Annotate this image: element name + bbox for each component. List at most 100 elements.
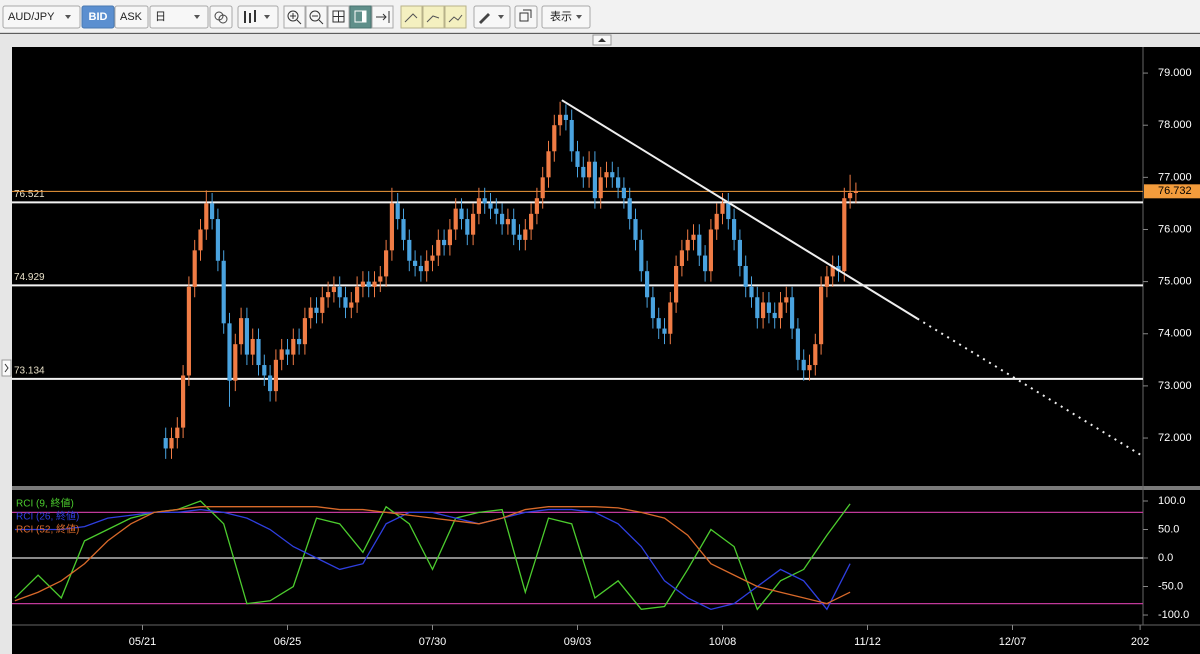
candle-body <box>766 302 771 313</box>
draw-tool[interactable] <box>444 5 467 29</box>
candle-body <box>210 203 215 220</box>
candle-body <box>790 297 795 329</box>
candle-body <box>430 255 435 261</box>
candle-body <box>192 250 197 287</box>
candle-body <box>842 198 847 272</box>
period-select[interactable] <box>149 5 209 29</box>
candle-body <box>291 338 296 355</box>
candle-body <box>262 365 267 376</box>
rci-line <box>14 506 851 605</box>
legend-entry: RCI (9, 終値) <box>16 497 74 510</box>
candle-body <box>268 375 273 392</box>
icon <box>376 11 390 23</box>
y-tick-label: 77.000 <box>1158 171 1192 183</box>
icon <box>309 10 321 22</box>
candle-body <box>343 297 348 308</box>
copy-button[interactable] <box>514 5 538 29</box>
candle-body <box>679 250 684 266</box>
candle-body <box>703 255 708 272</box>
candle-body <box>534 198 539 214</box>
ask-label[interactable]: ASK <box>120 11 143 23</box>
dropdown-arrow <box>65 15 71 19</box>
panel-button[interactable] <box>349 5 372 29</box>
candle-body <box>447 229 452 246</box>
candle-body <box>349 302 354 308</box>
candle-body <box>250 338 255 355</box>
view-select[interactable] <box>541 5 591 29</box>
candle-body <box>627 198 632 220</box>
left-edge <box>0 47 12 654</box>
candle-body <box>360 281 365 287</box>
candle-body <box>604 172 609 178</box>
view-label[interactable]: 表示 <box>550 9 572 23</box>
candle-body <box>633 219 638 240</box>
candle-body <box>581 166 586 178</box>
candle-body <box>285 349 290 355</box>
zoom-out[interactable] <box>305 5 328 29</box>
link-button[interactable] <box>209 5 233 29</box>
y-tick-label: 72.000 <box>1158 432 1192 444</box>
x-tick-label: 07/30 <box>419 636 447 648</box>
candle-body <box>413 260 418 266</box>
legend-entry: RCI (52, 終値) <box>16 523 79 536</box>
select-box[interactable] <box>2 5 81 29</box>
candle-body <box>494 208 499 214</box>
candle-body <box>650 297 655 319</box>
candle-body <box>279 349 284 360</box>
icon <box>404 13 463 23</box>
candle-body <box>691 234 696 240</box>
level-label: 76.521 <box>14 189 45 200</box>
panel-separator <box>12 486 1200 490</box>
candle-body <box>511 219 516 235</box>
bid-button[interactable] <box>81 5 115 29</box>
period[interactable]: 日 <box>155 11 166 23</box>
candle-body <box>256 338 261 366</box>
candle-body <box>384 250 389 277</box>
icon <box>312 15 324 25</box>
symbol-select[interactable]: AUD/JPY <box>2 5 81 29</box>
side-tab[interactable] <box>1 359 12 377</box>
candle-body <box>407 239 412 261</box>
y-tick-label: 79.000 <box>1158 67 1192 79</box>
draw-tool[interactable] <box>400 5 423 29</box>
chart-type-select[interactable] <box>237 5 279 29</box>
candle-body <box>244 318 249 355</box>
icon <box>362 11 366 22</box>
candle-body <box>181 375 186 428</box>
candle-body <box>848 192 853 199</box>
candle-body <box>697 234 702 256</box>
y-tick-label: 76.000 <box>1158 223 1192 235</box>
candle-body <box>320 297 325 313</box>
candle-body <box>598 177 603 199</box>
candle-body <box>326 292 331 298</box>
x-tick-label: 06/25 <box>274 636 302 648</box>
ask-button[interactable] <box>114 5 149 29</box>
bid-label[interactable]: BID <box>89 11 108 23</box>
candle-body <box>801 359 806 371</box>
candle-body <box>186 286 191 376</box>
candle-body <box>395 203 400 220</box>
candle-body <box>488 203 493 209</box>
candle-body <box>453 208 458 230</box>
y-tick-label: 50.0 <box>1158 523 1179 535</box>
x-tick-label: 202 <box>1131 636 1149 648</box>
candle-body <box>476 198 481 214</box>
level-label: 74.929 <box>14 272 45 283</box>
candle-body <box>784 297 789 303</box>
icon <box>332 10 345 23</box>
candle-body <box>523 229 528 240</box>
candle-body <box>830 265 835 277</box>
candle-body <box>505 219 510 225</box>
draw-tool[interactable] <box>422 5 445 29</box>
icon <box>290 13 302 25</box>
candle-body <box>668 302 673 334</box>
candle-body <box>465 219 470 235</box>
symbol[interactable]: AUD/JPY <box>8 11 55 23</box>
candle-body <box>639 239 644 272</box>
zoom-in[interactable] <box>283 5 306 29</box>
candle-body <box>233 344 238 381</box>
candle-body <box>337 286 342 298</box>
pen-select[interactable] <box>473 5 511 29</box>
y-tick-label: 100.0 <box>1158 495 1186 507</box>
